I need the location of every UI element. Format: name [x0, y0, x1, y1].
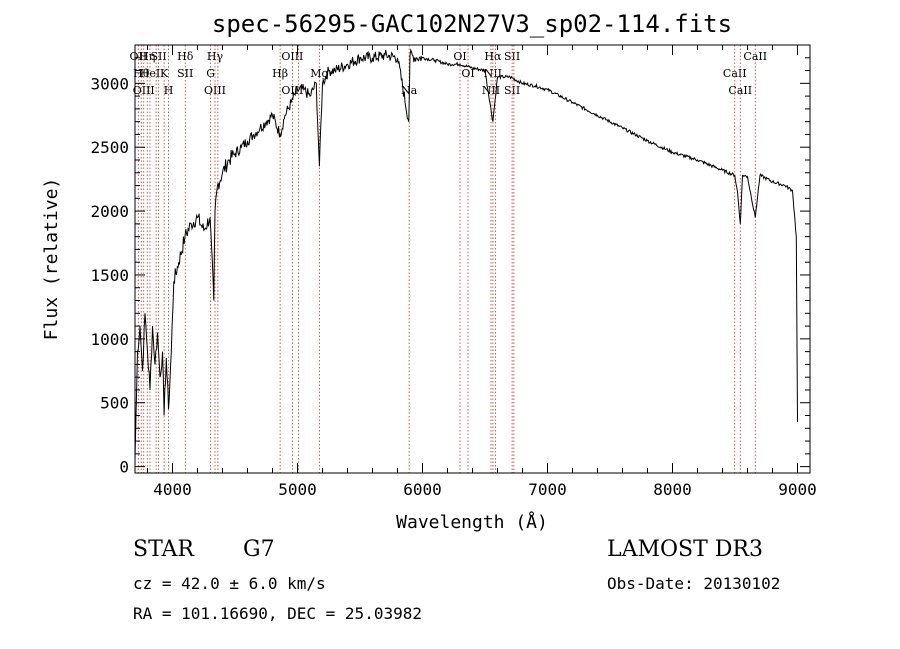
line-marker-label: Hα [484, 50, 502, 63]
line-marker-label: OI [453, 50, 466, 63]
line-marker-label: OIII [281, 50, 303, 63]
line-marker-label: OIII [133, 84, 155, 97]
x-tick-label: 7000 [528, 480, 567, 499]
line-marker-label: H [164, 84, 174, 97]
y-tick-label: 2000 [90, 202, 129, 221]
line-marker-label: Hβ [272, 67, 288, 80]
spectrum-line [134, 48, 798, 461]
x-axis-label: Wavelength (Å) [396, 511, 548, 533]
object-type: STAR [133, 537, 194, 562]
line-marker-label: Hγ [207, 50, 224, 63]
line-marker-label: CaII [728, 84, 752, 97]
y-tick-label: 3000 [90, 74, 129, 93]
line-marker-label: SII [504, 84, 520, 97]
plot-frame [134, 44, 811, 474]
line-marker-label: CaII [723, 67, 747, 80]
x-axis: 4000 5000 6000 7000 8000 9000 [147, 45, 817, 499]
line-marker-label: HeI [140, 67, 160, 80]
y-axis: 0 500 1000 1500 2000 2500 3000 [90, 57, 810, 477]
redshift-line: cz = 42.0 ± 6.0 km/s [133, 574, 326, 593]
spectrum-series [134, 48, 798, 461]
y-axis-label: Flux (relative) [41, 178, 62, 341]
line-marker-label: SII [504, 50, 520, 63]
line-marker-label: Hδ [177, 50, 194, 63]
line-marker-label: SII [177, 67, 193, 80]
y-tick-label: 0 [119, 458, 129, 477]
survey-label: LAMOST DR3 [607, 537, 763, 562]
line-marker-label: G [206, 67, 215, 80]
coordinates: RA = 101.16690, DEC = 25.03982 [133, 604, 422, 623]
line-marker-label: CaII [743, 50, 767, 63]
line-marker-label: OI [461, 67, 474, 80]
y-tick-label: 500 [100, 394, 129, 413]
line-marker-label: K [160, 67, 169, 80]
line-marker-label: OIII [281, 84, 303, 97]
x-tick-label: 5000 [278, 480, 317, 499]
line-marker-label: OIII [204, 84, 226, 97]
spectral-subclass: G7 [243, 537, 275, 562]
y-tick-label: 1500 [90, 266, 129, 285]
line-marker-label: NII [482, 84, 500, 97]
x-tick-label: 6000 [403, 480, 442, 499]
y-tick-label: 1000 [90, 330, 129, 349]
obs-date: Obs-Date: 20130102 [607, 574, 781, 593]
x-tick-label: 4000 [153, 480, 192, 499]
y-tick-label: 2500 [90, 138, 129, 157]
line-marker-label: Mg [310, 67, 328, 80]
x-tick-label: 9000 [778, 480, 817, 499]
line-marker-label: SII [151, 50, 167, 63]
line-marker-label: Hη [139, 50, 155, 63]
chart-title: spec-56295-GAC102N27V3_sp02-114.fits [212, 10, 732, 38]
line-marker-label: OII [130, 50, 148, 63]
x-tick-label: 8000 [653, 480, 692, 499]
